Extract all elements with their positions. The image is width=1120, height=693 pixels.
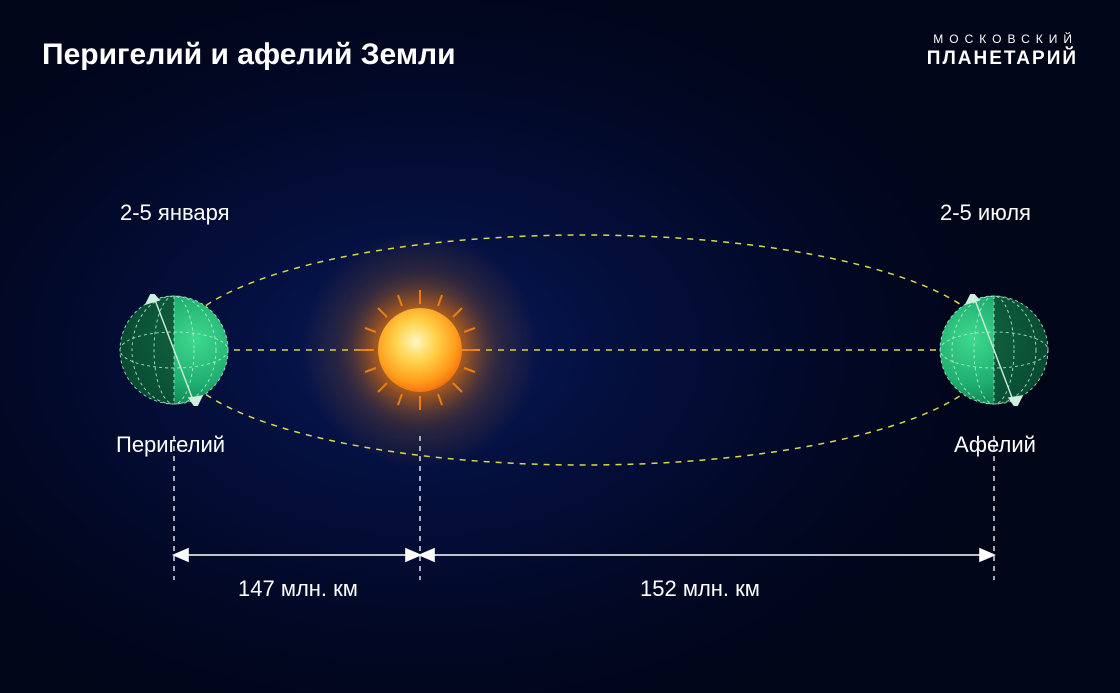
perihelion-date: 2-5 января bbox=[120, 200, 230, 226]
aphelion-label: Афелий bbox=[954, 432, 1036, 458]
sun-core bbox=[378, 308, 462, 392]
dimension-lines bbox=[174, 436, 994, 580]
aphelion-distance: 152 млн. км bbox=[640, 576, 760, 602]
earth-perihelion bbox=[118, 294, 230, 406]
perihelion-distance: 147 млн. км bbox=[238, 576, 358, 602]
aphelion-date: 2-5 июля bbox=[940, 200, 1031, 226]
sun bbox=[370, 300, 470, 400]
earth-aphelion bbox=[938, 294, 1050, 406]
dimension-bar bbox=[174, 549, 994, 561]
perihelion-label: Перигелий bbox=[116, 432, 225, 458]
